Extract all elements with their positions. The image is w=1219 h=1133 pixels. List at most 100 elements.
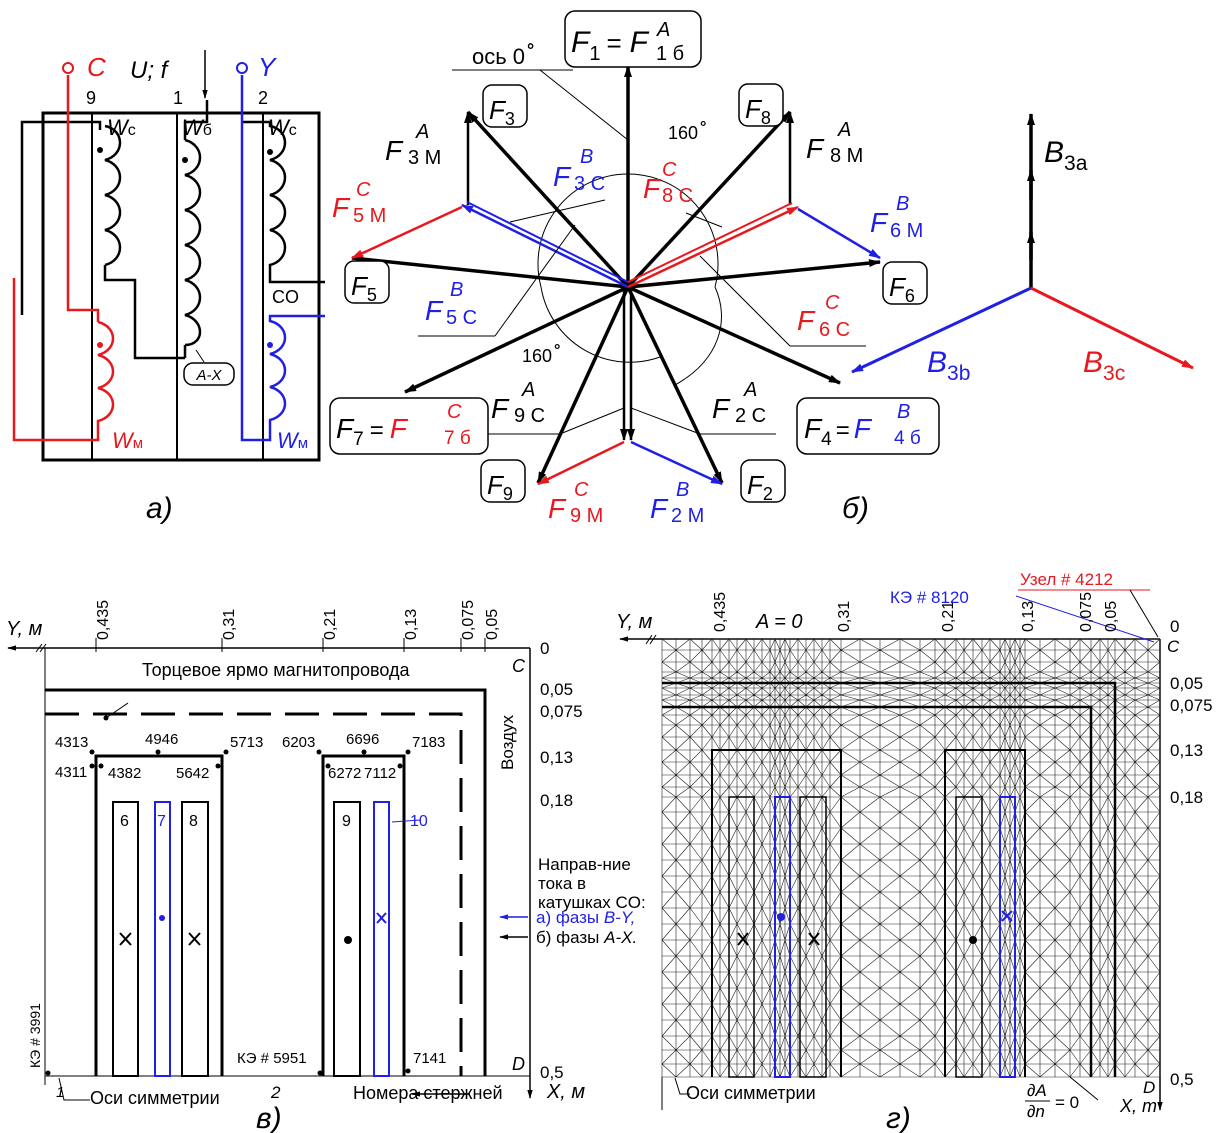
winding-wm-right bbox=[240, 75, 325, 442]
bc-da: ∂A bbox=[1027, 1081, 1047, 1100]
boundary-a0-label: A = 0 bbox=[755, 611, 803, 633]
dir-note-a: б) фазы A-X. bbox=[536, 928, 637, 947]
f8c-sup: C bbox=[662, 159, 677, 181]
panel-b-label: б) bbox=[842, 492, 869, 525]
yoke-inner-dashed bbox=[45, 712, 463, 1076]
coil-numbers: 6 7 8 9 10 bbox=[120, 813, 428, 830]
label-box-f9 bbox=[480, 459, 526, 503]
vector-f5 bbox=[351, 255, 629, 289]
yoke-leader bbox=[105, 702, 129, 719]
axis-break bbox=[35, 643, 43, 653]
bc-dn: ∂n bbox=[1027, 1102, 1045, 1121]
vector-f9m bbox=[537, 440, 625, 486]
dir-note-b: а) фазы B-Y, bbox=[536, 908, 635, 927]
svg-text:0,21: 0,21 bbox=[940, 601, 957, 632]
svg-text:0,435: 0,435 bbox=[712, 592, 729, 632]
leader-f3c bbox=[509, 199, 606, 223]
leader-f6c bbox=[699, 255, 791, 347]
axis-zero-label: ось 0 ° bbox=[472, 40, 534, 69]
terminal-2: 2 bbox=[258, 88, 268, 108]
f8c-sub: 8 С bbox=[662, 185, 693, 207]
vector-f9 bbox=[536, 286, 630, 484]
polarity-dot bbox=[267, 342, 273, 348]
co-label: CO bbox=[272, 287, 299, 307]
f8m-sup: A bbox=[837, 119, 851, 141]
node-labels: 4313 4946 5713 6203 6696 7183 4311 4382 … bbox=[55, 731, 446, 1067]
polarity-dot bbox=[97, 147, 103, 153]
f5c-sup: B bbox=[450, 279, 463, 301]
panel-b-vectors: ось 0 ° F1 = F A 1 б F3 F8 F5 F6 F9 F2 F7 = F… bbox=[329, 10, 940, 527]
yoke-label: Торцевое ярмо магнитопровода bbox=[142, 660, 411, 680]
f4-sup: B bbox=[897, 401, 910, 423]
f7-sup: C bbox=[447, 401, 462, 423]
rod-2-label: 2 bbox=[270, 1083, 281, 1102]
f3c-sub: 3 С bbox=[574, 173, 605, 195]
symmetry-label: Оси симметрии bbox=[90, 1088, 220, 1108]
winding-wc-left-label: Wс bbox=[107, 115, 136, 140]
angle-label-top: 160 ° bbox=[668, 119, 706, 143]
ke-3991-label: КЭ # 3991 bbox=[27, 1003, 43, 1068]
mesh-corner-c: C bbox=[1167, 637, 1180, 656]
vector-b3b bbox=[851, 286, 1032, 374]
f7-sub: 7 б bbox=[444, 428, 471, 449]
panel-g-mesh: Y, м X, m 0,435 0,31 0,21 0,13 0,075 0,0… bbox=[616, 570, 1213, 1133]
b3c-label: B3c bbox=[1083, 346, 1125, 385]
label-box-f3 bbox=[482, 84, 528, 128]
air-label: Воздух bbox=[498, 715, 517, 770]
label-box-f2 bbox=[740, 459, 786, 503]
f9m-sup: C bbox=[574, 479, 589, 501]
current-out-dot bbox=[159, 915, 165, 921]
panel-v-label: в) bbox=[256, 1102, 282, 1133]
svg-text:6203: 6203 bbox=[282, 734, 315, 751]
svg-text:0,5: 0,5 bbox=[540, 1063, 564, 1082]
mesh-structure bbox=[662, 681, 1117, 1078]
f1-sub: 1 б bbox=[656, 43, 684, 65]
vector-f6m bbox=[797, 207, 881, 260]
vector-f3 bbox=[466, 110, 630, 289]
leader-f2c bbox=[630, 407, 701, 435]
core-frame bbox=[41, 111, 321, 462]
top-ticks: 0,435 0,31 0,21 0,13 0,075 0,05 bbox=[95, 600, 501, 640]
winding-wc-right bbox=[268, 122, 325, 284]
voltage-label: U; f bbox=[130, 57, 170, 84]
ke-8120-label: КЭ # 8120 bbox=[890, 588, 969, 607]
vector-f4 bbox=[627, 285, 841, 385]
mesh-y-axis-label: Y, м bbox=[616, 611, 653, 633]
winding-wc-right-label: Wс bbox=[268, 115, 297, 140]
svg-text:9: 9 bbox=[342, 813, 351, 830]
label-box-f1 bbox=[564, 10, 702, 68]
f8-box-label: F8 bbox=[745, 94, 771, 128]
vector-f8c bbox=[627, 205, 799, 289]
svg-text:0,075: 0,075 bbox=[460, 600, 477, 640]
axis-break bbox=[39, 643, 47, 653]
f9c-sub: 9 С bbox=[514, 405, 545, 427]
angle-arc-bottom bbox=[540, 286, 661, 363]
svg-text:10: 10 bbox=[410, 813, 428, 830]
f3c-sup: B bbox=[580, 146, 593, 168]
panel-a-circuit: C Y U; f 9 1 2 Wс Wб Wс Wм Wм A-X CO а) bbox=[12, 50, 325, 525]
ke-5951-label: КЭ # 5951 bbox=[237, 1050, 307, 1067]
svg-text:0,31: 0,31 bbox=[836, 601, 853, 632]
bc-eq: = 0 bbox=[1055, 1093, 1079, 1112]
winding-wm-right-label: Wм bbox=[277, 428, 308, 453]
terminal-c-label: C bbox=[87, 52, 106, 82]
polarity-dot bbox=[182, 157, 188, 163]
dir-note-1: Направ-ние bbox=[538, 855, 631, 874]
b3-triad: B3a B3b B3c bbox=[851, 113, 1194, 385]
panel-v-model: Y, м X, м 0,435 0,31 0,21 0,13 0,075 0,0… bbox=[6, 600, 646, 1133]
f6c-label: F bbox=[797, 305, 816, 336]
f5m-sub: 5 М bbox=[353, 205, 386, 227]
node-4212-label: Узел # 4212 bbox=[1020, 570, 1113, 589]
coil-6 bbox=[112, 801, 139, 1077]
svg-text:5713: 5713 bbox=[230, 734, 263, 751]
f2c-sup: A bbox=[743, 379, 757, 401]
f6c-sub: 6 С bbox=[819, 319, 850, 341]
f3-box-label: F3 bbox=[489, 95, 515, 129]
terminal-c bbox=[62, 62, 74, 74]
vector-f5m bbox=[351, 205, 463, 260]
mesh-sym-leader bbox=[674, 1077, 690, 1095]
svg-text:0,05: 0,05 bbox=[1170, 674, 1203, 693]
svg-text:0,13: 0,13 bbox=[403, 609, 420, 640]
winding-wb-label: Wб bbox=[182, 115, 212, 140]
